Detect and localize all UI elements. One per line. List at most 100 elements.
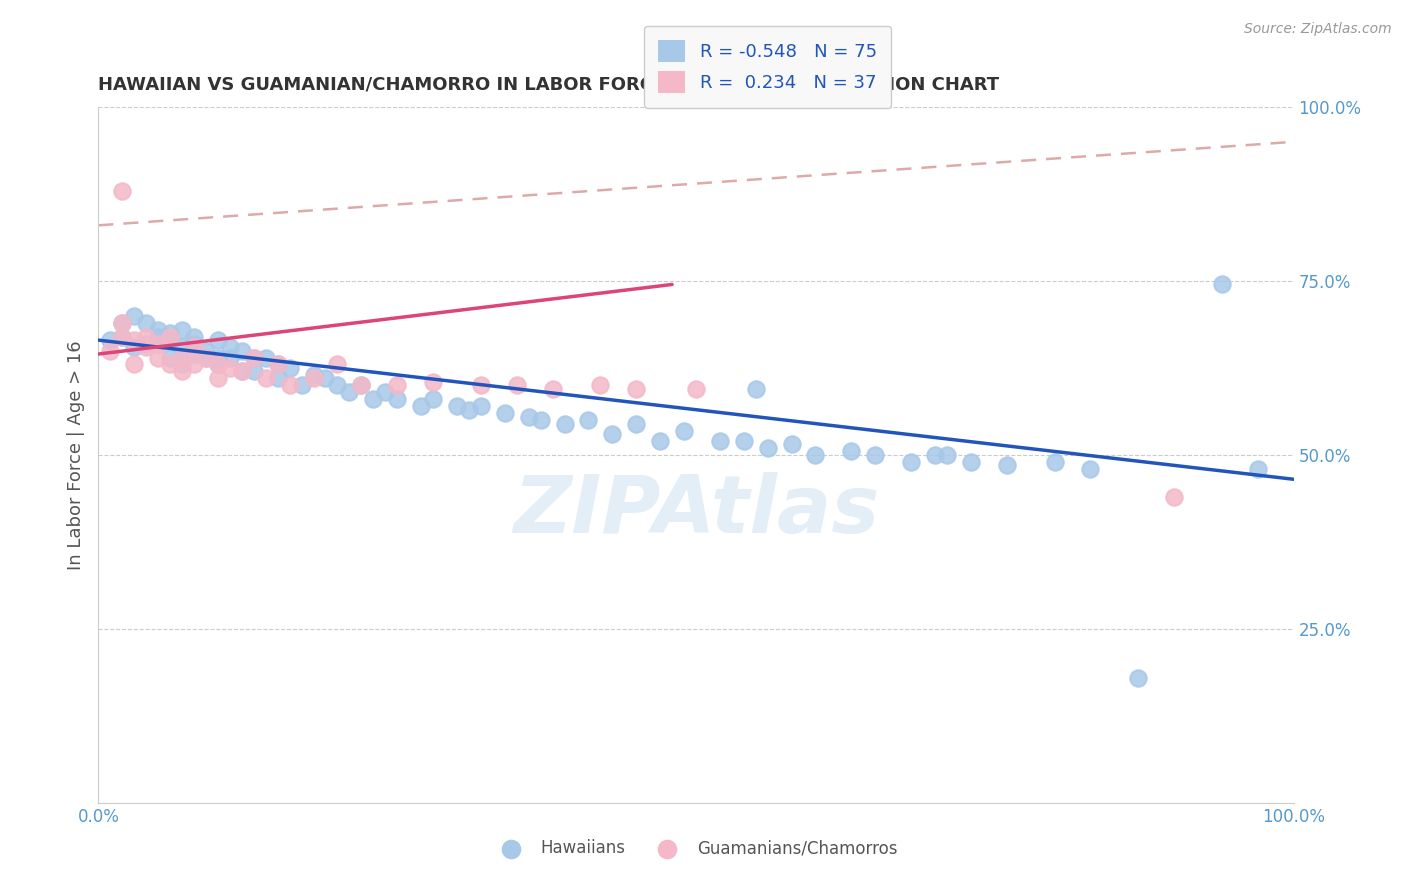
Text: ZIPAtlas: ZIPAtlas: [513, 472, 879, 549]
Point: [111, 329, 134, 343]
Point: [1043, 455, 1066, 469]
Point: [172, 340, 194, 354]
Point: [422, 392, 444, 407]
Point: [124, 333, 146, 347]
Point: [172, 323, 194, 337]
Point: [506, 378, 529, 392]
Point: [183, 329, 205, 343]
Point: [804, 448, 827, 462]
Point: [207, 333, 229, 347]
Point: [135, 316, 157, 330]
Point: [626, 417, 648, 431]
Point: [148, 336, 170, 351]
Point: [494, 406, 516, 420]
Point: [936, 448, 959, 462]
Point: [278, 378, 301, 392]
Point: [231, 343, 253, 358]
Point: [98, 333, 122, 347]
Point: [541, 382, 564, 396]
Point: [960, 455, 983, 469]
Point: [219, 351, 242, 365]
Point: [159, 326, 181, 340]
Point: [446, 399, 468, 413]
Point: [291, 378, 314, 392]
Point: [195, 351, 218, 365]
Point: [685, 382, 707, 396]
Point: [1247, 462, 1270, 476]
Point: [135, 336, 157, 351]
Point: [231, 364, 253, 378]
Point: [470, 378, 492, 392]
Point: [350, 378, 373, 392]
Point: [995, 458, 1018, 473]
Point: [183, 336, 205, 351]
Point: [124, 358, 146, 372]
Point: [745, 382, 768, 396]
Point: [530, 413, 553, 427]
Point: [422, 375, 444, 389]
Point: [733, 434, 755, 448]
Point: [458, 402, 481, 417]
Point: [183, 358, 205, 372]
Point: [243, 364, 266, 378]
Point: [148, 329, 170, 343]
Point: [148, 336, 170, 351]
Point: [1211, 277, 1233, 292]
Point: [924, 448, 946, 462]
Point: [374, 385, 396, 400]
Text: HAWAIIAN VS GUAMANIAN/CHAMORRO IN LABOR FORCE | AGE > 16 CORRELATION CHART: HAWAIIAN VS GUAMANIAN/CHAMORRO IN LABOR …: [98, 77, 1000, 95]
Point: [865, 448, 887, 462]
Point: [124, 340, 146, 354]
Point: [135, 340, 157, 354]
Point: [159, 351, 181, 365]
Point: [900, 455, 922, 469]
Point: [302, 368, 325, 382]
Point: [148, 351, 170, 365]
Legend: Hawaiians, Guamanians/Chamorros: Hawaiians, Guamanians/Chamorros: [488, 833, 904, 864]
Point: [278, 360, 301, 375]
Point: [589, 378, 612, 392]
Point: [172, 358, 194, 372]
Point: [470, 399, 492, 413]
Point: [111, 184, 134, 198]
Point: [207, 351, 229, 365]
Point: [339, 385, 361, 400]
Point: [195, 351, 218, 365]
Point: [172, 351, 194, 365]
Point: [673, 424, 696, 438]
Y-axis label: In Labor Force | Age > 16: In Labor Force | Age > 16: [66, 340, 84, 570]
Point: [1163, 490, 1185, 504]
Point: [111, 329, 134, 343]
Point: [207, 371, 229, 385]
Point: [148, 323, 170, 337]
Point: [243, 351, 266, 365]
Point: [709, 434, 731, 448]
Point: [243, 351, 266, 365]
Point: [363, 392, 385, 407]
Point: [111, 316, 134, 330]
Point: [159, 358, 181, 372]
Point: [326, 358, 349, 372]
Point: [517, 409, 540, 424]
Point: [98, 343, 122, 358]
Point: [231, 364, 253, 378]
Point: [302, 371, 325, 385]
Point: [254, 351, 277, 365]
Point: [326, 378, 349, 392]
Point: [385, 378, 409, 392]
Point: [254, 371, 277, 385]
Point: [350, 378, 373, 392]
Point: [385, 392, 409, 407]
Point: [756, 441, 779, 455]
Point: [172, 364, 194, 378]
Point: [219, 340, 242, 354]
Point: [267, 358, 290, 372]
Point: [1128, 671, 1150, 685]
Point: [183, 347, 205, 361]
Point: [159, 329, 181, 343]
Point: [267, 371, 290, 385]
Point: [602, 427, 624, 442]
Point: [841, 444, 863, 458]
Point: [207, 358, 229, 372]
Point: [648, 434, 672, 448]
